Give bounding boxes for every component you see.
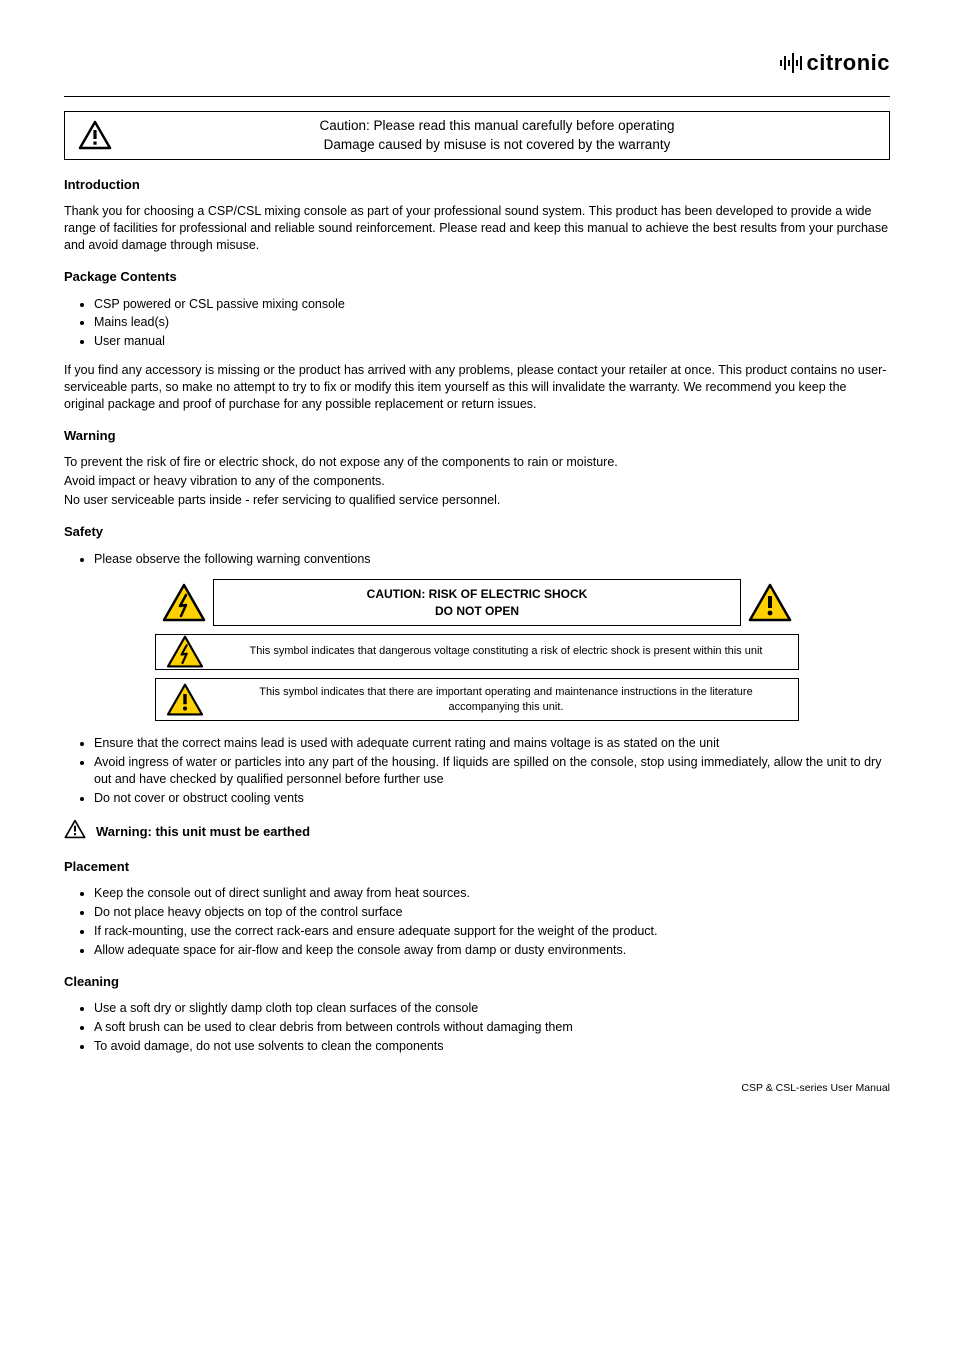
list-item: CSP powered or CSL passive mixing consol… <box>94 296 890 313</box>
list-item: Keep the console out of direct sunlight … <box>94 885 890 902</box>
heading-placement: Placement <box>64 858 890 876</box>
caution-shock-line2: DO NOT OPEN <box>367 603 588 619</box>
list-item: Please observe the following warning con… <box>94 551 890 568</box>
list-item: Use a soft dry or slightly damp cloth to… <box>94 1000 890 1017</box>
list-cleaning: Use a soft dry or slightly damp cloth to… <box>64 1000 890 1055</box>
list-item: To avoid damage, do not use solvents to … <box>94 1038 890 1055</box>
list-item: User manual <box>94 333 890 350</box>
list-item: Do not cover or obstruct cooling vents <box>94 790 890 807</box>
list-safety-post: Ensure that the correct mains lead is us… <box>64 735 890 807</box>
earthed-warning-text: Warning: this unit must be earthed <box>96 823 310 841</box>
paragraph-package-contents: If you find any accessory is missing or … <box>64 362 890 413</box>
maintenance-symbol-text: This symbol indicates that there are imp… <box>214 679 798 721</box>
divider <box>64 96 890 97</box>
brand-header: citronic <box>64 48 890 78</box>
shock-triangle-icon <box>155 579 213 625</box>
top-caution-line2: Damage caused by misuse is not covered b… <box>115 135 879 155</box>
caution-shock-text: CAUTION: RISK OF ELECTRIC SHOCK DO NOT O… <box>213 579 741 625</box>
table-row: CAUTION: RISK OF ELECTRIC SHOCK DO NOT O… <box>155 579 799 625</box>
warning-line: No user serviceable parts inside - refer… <box>64 492 890 509</box>
heading-cleaning: Cleaning <box>64 973 890 991</box>
list-item: Avoid ingress of water or particles into… <box>94 754 890 788</box>
table-row: This symbol indicates that there are imp… <box>155 678 799 722</box>
top-caution-line1: Caution: Please read this manual careful… <box>115 116 879 136</box>
warning-line: Avoid impact or heavy vibration to any o… <box>64 473 890 490</box>
paragraph-introduction: Thank you for choosing a CSP/CSL mixing … <box>64 203 890 254</box>
shock-triangle-icon <box>156 635 214 669</box>
voltage-symbol-text: This symbol indicates that dangerous vol… <box>214 638 798 665</box>
list-safety-lead: Please observe the following warning con… <box>64 551 890 568</box>
safety-symbol-table: CAUTION: RISK OF ELECTRIC SHOCK DO NOT O… <box>155 579 799 721</box>
heading-introduction: Introduction <box>64 176 890 194</box>
warning-triangle-icon <box>64 819 86 844</box>
table-row: This symbol indicates that dangerous vol… <box>155 634 799 670</box>
heading-safety: Safety <box>64 523 890 541</box>
heading-package-contents: Package Contents <box>64 268 890 286</box>
heading-warning: Warning <box>64 427 890 445</box>
list-item: Allow adequate space for air-flow and ke… <box>94 942 890 959</box>
list-item: Ensure that the correct mains lead is us… <box>94 735 890 752</box>
list-placement: Keep the console out of direct sunlight … <box>64 885 890 959</box>
list-item: A soft brush can be used to clear debris… <box>94 1019 890 1036</box>
top-caution-text: Caution: Please read this manual careful… <box>115 116 879 155</box>
earthed-warning: Warning: this unit must be earthed <box>64 819 890 844</box>
list-package-contents: CSP powered or CSL passive mixing consol… <box>64 296 890 351</box>
brand-logo: citronic <box>779 48 890 78</box>
brand-text: citronic <box>807 48 890 78</box>
top-caution-box: Caution: Please read this manual careful… <box>64 111 890 160</box>
list-item: Do not place heavy objects on top of the… <box>94 904 890 921</box>
warning-line: To prevent the risk of fire or electric … <box>64 454 890 471</box>
list-item: Mains lead(s) <box>94 314 890 331</box>
list-item: If rack-mounting, use the correct rack-e… <box>94 923 890 940</box>
brand-waveform-icon <box>779 52 805 74</box>
warning-triangle-icon <box>156 683 214 717</box>
footer-text: CSP & CSL-series User Manual <box>64 1081 890 1095</box>
caution-shock-line1: CAUTION: RISK OF ELECTRIC SHOCK <box>367 586 588 602</box>
warning-triangle-icon <box>741 579 799 625</box>
warning-triangle-icon <box>75 120 115 150</box>
